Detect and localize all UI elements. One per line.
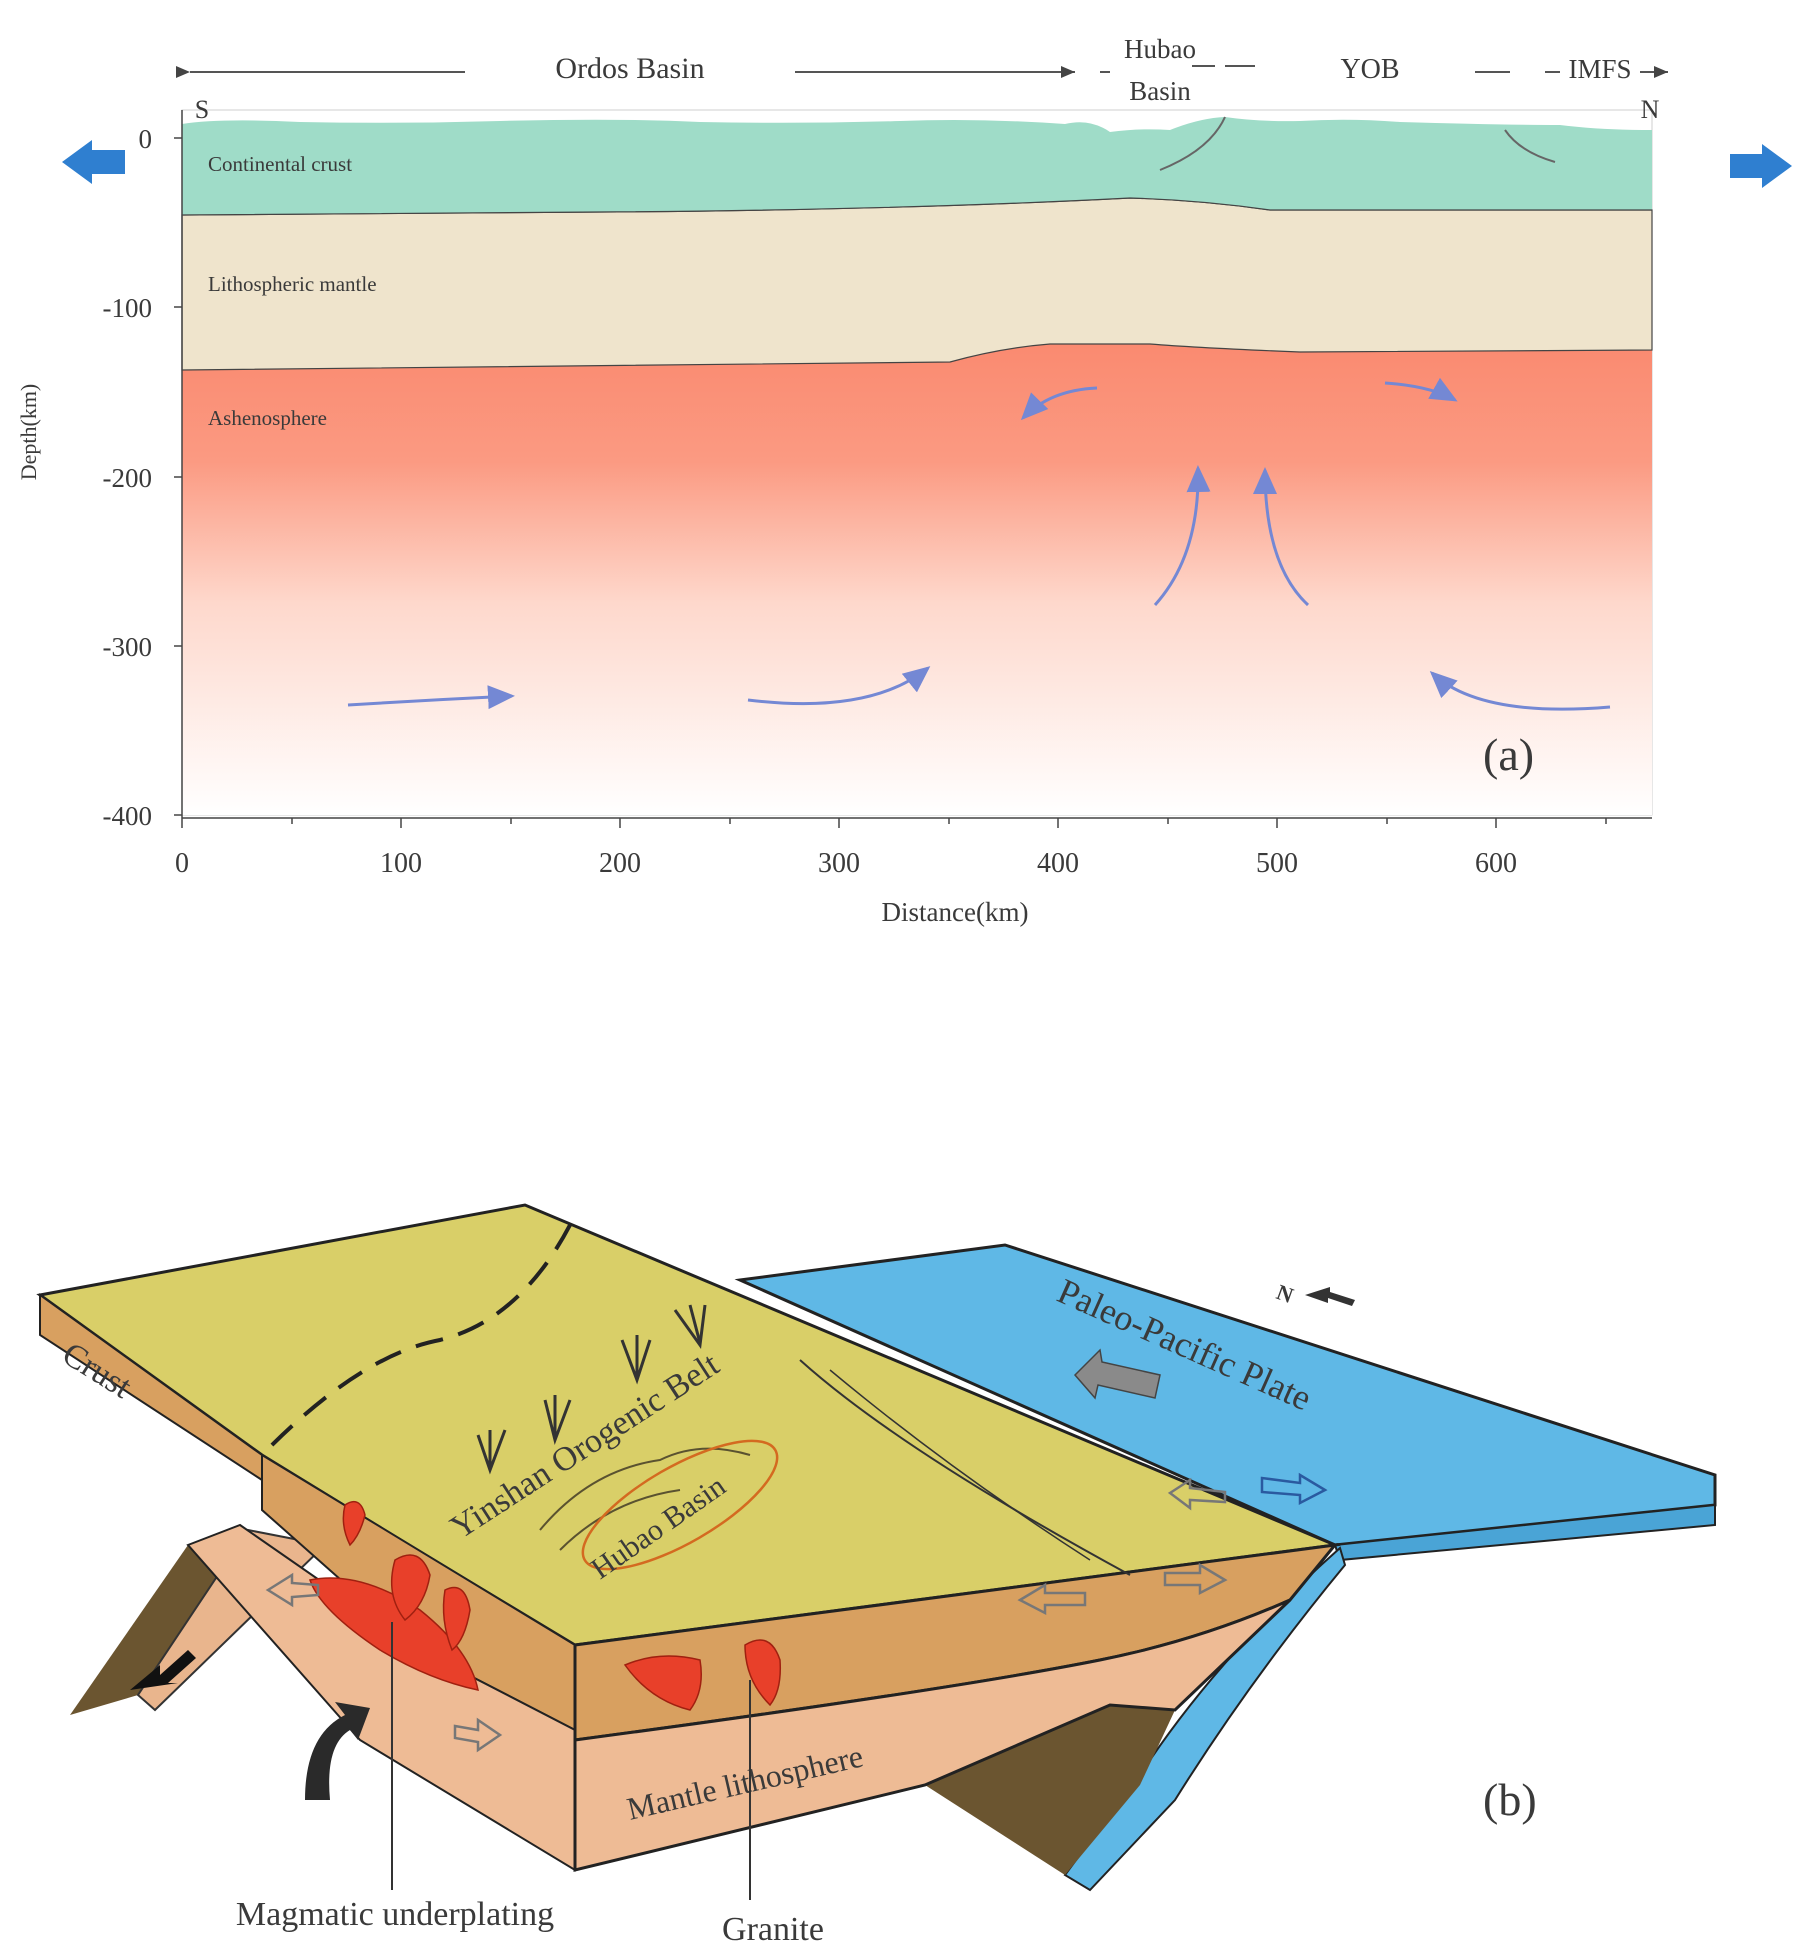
- north-label-b: N: [1273, 1279, 1297, 1308]
- lithospheric-mantle-layer: [181, 197, 1653, 371]
- x-axis-ticks: [181, 818, 1607, 828]
- magma-underplating-body: [309, 1577, 479, 1691]
- x-tick-label: 300: [818, 848, 860, 879]
- y-axis-ticks: [174, 137, 182, 816]
- flow-arrow: [347, 685, 515, 710]
- granite-label: Granite: [722, 1911, 824, 1948]
- magma-diapir: [342, 1500, 366, 1547]
- extension-arrow-right: [1730, 144, 1792, 188]
- flow-arrow: [1020, 386, 1098, 421]
- region-bar: [176, 65, 1668, 78]
- hollow-arrow: [265, 1572, 320, 1608]
- y-tick-label: 0: [139, 124, 153, 154]
- mantle-wedge-dark: [925, 1705, 1175, 1875]
- x-tick-label: 400: [1037, 848, 1079, 879]
- north-label: N: [1641, 95, 1660, 124]
- hollow-arrow: [453, 1717, 503, 1753]
- subsidence-arrows: [476, 1304, 707, 1475]
- flow-arrow: [1384, 377, 1458, 402]
- hubao-basin-label-line2: Basin: [1129, 76, 1191, 106]
- asthenosphere-layer: [182, 344, 1652, 815]
- hollow-arrow: [1017, 1582, 1087, 1616]
- north-arrow: N: [1273, 1279, 1355, 1308]
- granite-pluton: [744, 1639, 782, 1707]
- crust-label: Continental crust: [208, 152, 352, 176]
- fault-dashed-line: [260, 1224, 572, 1457]
- plate-boundary-line: [799, 1359, 1131, 1576]
- panel-b-label: (b): [1483, 1774, 1537, 1825]
- x-tick-label: 600: [1475, 848, 1517, 879]
- x-tick-label: 0: [175, 848, 189, 879]
- magmatic-underplating-label: Magmatic underplating: [236, 1896, 554, 1933]
- yob-label: YOB: [1340, 54, 1399, 85]
- fault-imfs: [1504, 129, 1556, 163]
- front-mantle-face: [573, 1598, 1292, 1872]
- south-label: S: [195, 95, 209, 124]
- granite-pluton: [623, 1655, 702, 1711]
- magma-diapir: [390, 1554, 431, 1622]
- x-tick-label: 500: [1256, 848, 1298, 879]
- x-tick-label: 100: [380, 848, 422, 879]
- panel-a: Continental crust Lithospheric mantle As…: [16, 34, 1792, 927]
- mantle-flow-arrows: [347, 377, 1611, 711]
- flow-arrow: [1153, 465, 1211, 607]
- fault-hubao: [1159, 116, 1226, 171]
- ordos-basin-label: Ordos Basin: [555, 52, 704, 85]
- left-slab: [70, 1530, 248, 1715]
- upwelling-arrow: [305, 1702, 370, 1800]
- x-tick-label: 200: [599, 848, 641, 879]
- magma-bodies: [309, 1500, 782, 1711]
- y-axis-label: Depth(km): [16, 384, 41, 481]
- orogenic-belt-line: [539, 1447, 751, 1531]
- hubao-basin-outline: [581, 1439, 779, 1571]
- paleo-pacific-plate-top: [734, 1243, 1717, 1547]
- panel-a-label: (a): [1483, 729, 1534, 780]
- imfs-label: IMFS: [1568, 54, 1631, 84]
- plate-boundary-line: [829, 1369, 1091, 1561]
- panel-b: N Crust Yinshan Orogenic Belt Hubao Basi…: [36, 1203, 1717, 1948]
- hollow-arrow: [1163, 1562, 1228, 1596]
- extension-arrow-left: [62, 140, 125, 184]
- orogenic-belt-line: [559, 1489, 681, 1551]
- asthenosphere-label: Ashenosphere: [208, 406, 327, 430]
- y-tick-label: -100: [103, 293, 153, 323]
- plate-motion-arrow: [1073, 1348, 1161, 1400]
- y-tick-label: -200: [103, 463, 153, 493]
- flow-arrow: [747, 666, 931, 706]
- flow-arrow: [1253, 467, 1310, 607]
- crust-base-line: [181, 197, 1652, 216]
- black-arrow-slab: [130, 1650, 196, 1690]
- hubao-basin-label-line1: Hubao: [1124, 34, 1196, 64]
- continental-crust-layer: [182, 117, 1652, 215]
- hollow-arrows: [265, 1472, 1328, 1753]
- flow-arrow: [1429, 670, 1611, 711]
- y-tick-label: -400: [103, 801, 153, 831]
- mantle-label: Lithospheric mantle: [208, 272, 377, 296]
- magma-diapir: [442, 1586, 471, 1652]
- y-tick-label: -300: [103, 632, 153, 662]
- x-axis-label: Distance(km): [882, 897, 1029, 927]
- hollow-arrow: [1260, 1472, 1328, 1506]
- hollow-arrow: [1167, 1477, 1227, 1511]
